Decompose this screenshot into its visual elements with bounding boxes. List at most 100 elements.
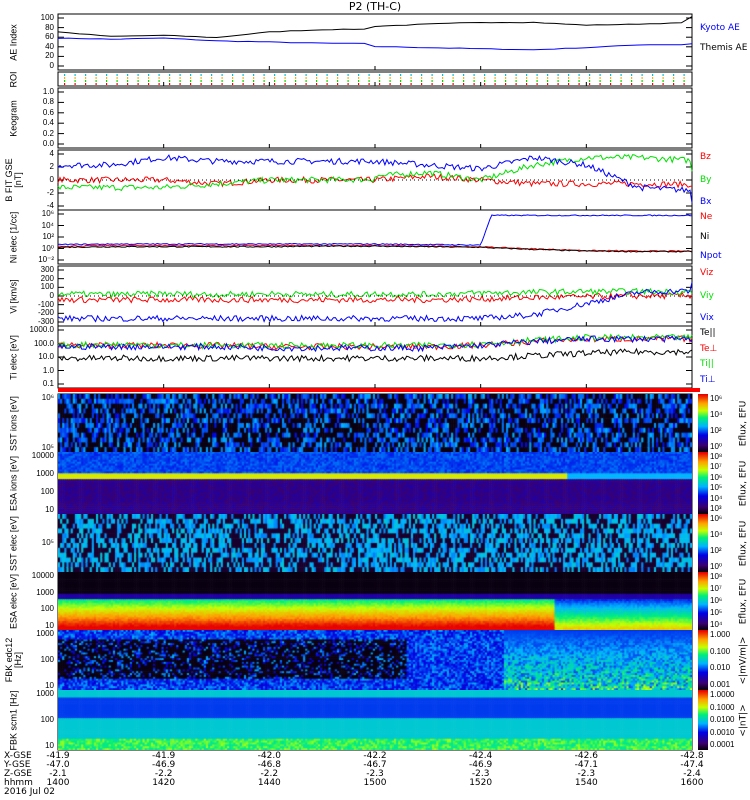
fbk_e-colorbar-tick: 1.000 [710, 630, 731, 639]
roi-marker [85, 74, 87, 76]
roi-marker [515, 77, 517, 79]
roi-marker [316, 80, 318, 82]
vi-series-vix [57, 282, 693, 323]
ti-series-ti [57, 335, 693, 353]
vi-ytick: -100 [37, 299, 54, 309]
roi-marker [631, 74, 633, 76]
roi-marker [389, 83, 391, 85]
roi-marker [652, 74, 654, 76]
roi-marker [526, 80, 528, 82]
roi-marker [95, 77, 97, 79]
ae-ytick: 0 [49, 61, 54, 70]
roi-marker [64, 74, 66, 76]
fbk_b-colorbar-tick: 0.1000 [710, 702, 735, 712]
roi-marker [431, 77, 433, 79]
esa_i-colorbar-tick: 10⁸ [710, 452, 723, 461]
xaxis-tick-z: -2.3 [366, 769, 384, 779]
roi-marker [137, 77, 139, 79]
roi-marker [253, 77, 255, 79]
sst_i-ytick: 10⁶ [41, 393, 54, 402]
esa_e-colorbar-tick: 10⁸ [710, 572, 723, 581]
vi-ytick: -200 [37, 308, 54, 318]
roi-marker [620, 77, 622, 79]
xaxis-tick-x: -42.4 [469, 751, 493, 761]
roi-marker [116, 77, 118, 79]
roi-marker [295, 80, 297, 82]
sst_i-colorbar-tick: 10⁰ [710, 442, 723, 451]
sst_i-colorbar-tick: 10² [710, 426, 722, 435]
roi-marker [232, 77, 234, 79]
roi-marker [221, 77, 223, 79]
ae-ytick: 40 [45, 41, 54, 51]
roi-marker [578, 80, 580, 82]
roi-marker [494, 77, 496, 79]
roi-marker [358, 80, 360, 82]
roi-marker [221, 74, 223, 76]
roi-marker [337, 77, 339, 79]
xaxis-tick-t: 1440 [257, 778, 281, 788]
roi-marker [190, 80, 192, 82]
roi-marker [127, 74, 129, 76]
roi-marker [337, 80, 339, 82]
ti-ytick: 1.0 [42, 365, 54, 375]
bfit-series-bz [57, 173, 693, 189]
roi-marker [158, 77, 160, 79]
ti-series-ti [57, 333, 693, 350]
roi-marker [127, 80, 129, 82]
xaxis-tick-x: -41.9 [46, 751, 70, 761]
roi-marker [368, 74, 370, 76]
roi-marker [158, 83, 160, 85]
bfit-ytick: 2 [49, 162, 54, 171]
bfit-ytick: -4 [46, 201, 54, 210]
vi-ytick: 200 [40, 273, 54, 283]
roi-marker [221, 83, 223, 85]
roi-marker [421, 80, 423, 82]
roi-marker [337, 83, 339, 85]
vi-ytick: 300 [40, 265, 54, 274]
keogram-ytick: 0.2 [42, 128, 54, 138]
ae-ytick: 80 [45, 22, 54, 32]
roi-marker [295, 77, 297, 79]
sst_e-spectrogram [58, 514, 692, 572]
roi-marker [610, 80, 612, 82]
roi-marker [263, 83, 265, 85]
plot-title: P2 (TH-C) [348, 0, 402, 13]
vi-legend-1: Viy [700, 290, 714, 301]
roi-marker [347, 83, 349, 85]
roi-marker [284, 83, 286, 85]
roi-marker [652, 83, 654, 85]
roi-marker [127, 83, 129, 85]
roi-marker [526, 83, 528, 85]
fbk_e-ytick: 1000 [36, 629, 54, 638]
roi-marker [557, 77, 559, 79]
ae-legend-1: Themis AE [700, 43, 748, 53]
ti-legend-0: Te|| [700, 328, 716, 338]
roi-marker [326, 80, 328, 82]
xaxis-tick-t: 1420 [152, 778, 176, 788]
roi-marker [368, 83, 370, 85]
fbk_e-colorbar-tick: 0.001 [710, 680, 731, 689]
roi-marker [673, 83, 675, 85]
ni-legend-1: Ni [700, 231, 710, 242]
esa_e-ytick: 10000 [31, 571, 54, 580]
fbk_b-ytick: 100 [40, 715, 54, 724]
esa_i-colorbar-tick: 10⁷ [710, 462, 722, 472]
ni-frame [57, 209, 693, 265]
sst_e-colorbar-tick: 10² [710, 546, 722, 555]
roi-marker [547, 83, 549, 85]
esa_i-colorbar-tick: 10⁶ [710, 472, 723, 482]
roi-marker [316, 74, 318, 76]
roi-marker [400, 83, 402, 85]
keogram-ytick: 0.8 [42, 97, 54, 107]
xaxis-tick-y: -47.4 [680, 760, 704, 770]
roi-marker [452, 83, 454, 85]
keogram-ytick: 0.6 [42, 107, 54, 117]
roi-marker [589, 83, 591, 85]
roi-marker [641, 80, 643, 82]
roi-marker [557, 80, 559, 82]
roi-marker [64, 80, 66, 82]
xaxis-tick-y: -46.9 [152, 760, 176, 770]
roi-marker [242, 83, 244, 85]
fbk_e-ytick: 10 [45, 681, 54, 690]
xaxis-row-label: X-GSE [4, 751, 32, 761]
